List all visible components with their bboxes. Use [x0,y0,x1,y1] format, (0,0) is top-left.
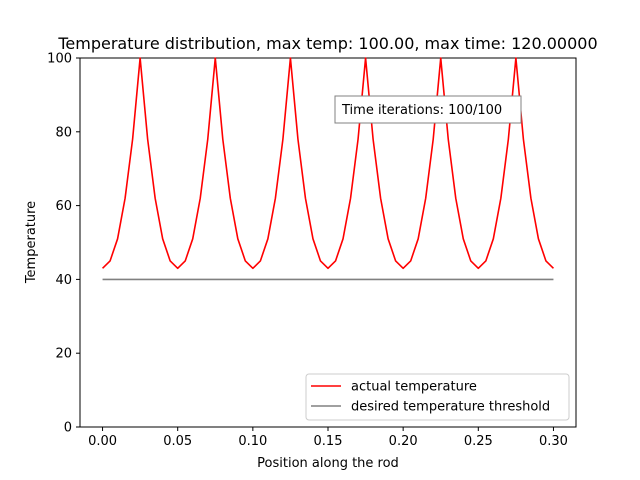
x-tick-label: 0.30 [539,434,568,449]
legend-entry: actual temperature [351,380,477,395]
legend-box [305,373,570,421]
x-tick-label: 0.00 [88,434,117,449]
y-tick-label: 20 [55,347,72,362]
y-tick-label: 0 [64,421,72,436]
legend-entry: desired temperature threshold [351,400,550,415]
annotation-box [334,95,522,124]
chart-title: Temperature distribution, max temp: 100.… [57,34,597,53]
legend: actual temperature desired temperature th… [305,373,570,421]
annotation-text: Time iterations: 100/100 [341,103,502,118]
x-tick-label: 0.05 [163,434,192,449]
x-axis: 0.00 0.05 0.10 0.15 0.20 0.25 0.30 [88,427,568,449]
x-axis-label: Position along the rod [257,456,399,471]
x-tick-label: 0.25 [464,434,493,449]
x-tick-label: 0.20 [389,434,418,449]
series-line-0 [101,57,555,270]
y-axis-label: Temperature [24,201,39,284]
x-tick-label: 0.10 [238,434,267,449]
y-tick-label: 80 [55,125,72,140]
x-tick-label: 0.15 [314,434,343,449]
y-axis: 0 20 40 60 80 100 [47,52,80,436]
time-annotation: Time iterations: 100/100 [334,95,522,124]
y-tick-label: 40 [55,273,72,288]
y-tick-label: 100 [47,52,72,67]
y-tick-label: 60 [55,199,72,214]
